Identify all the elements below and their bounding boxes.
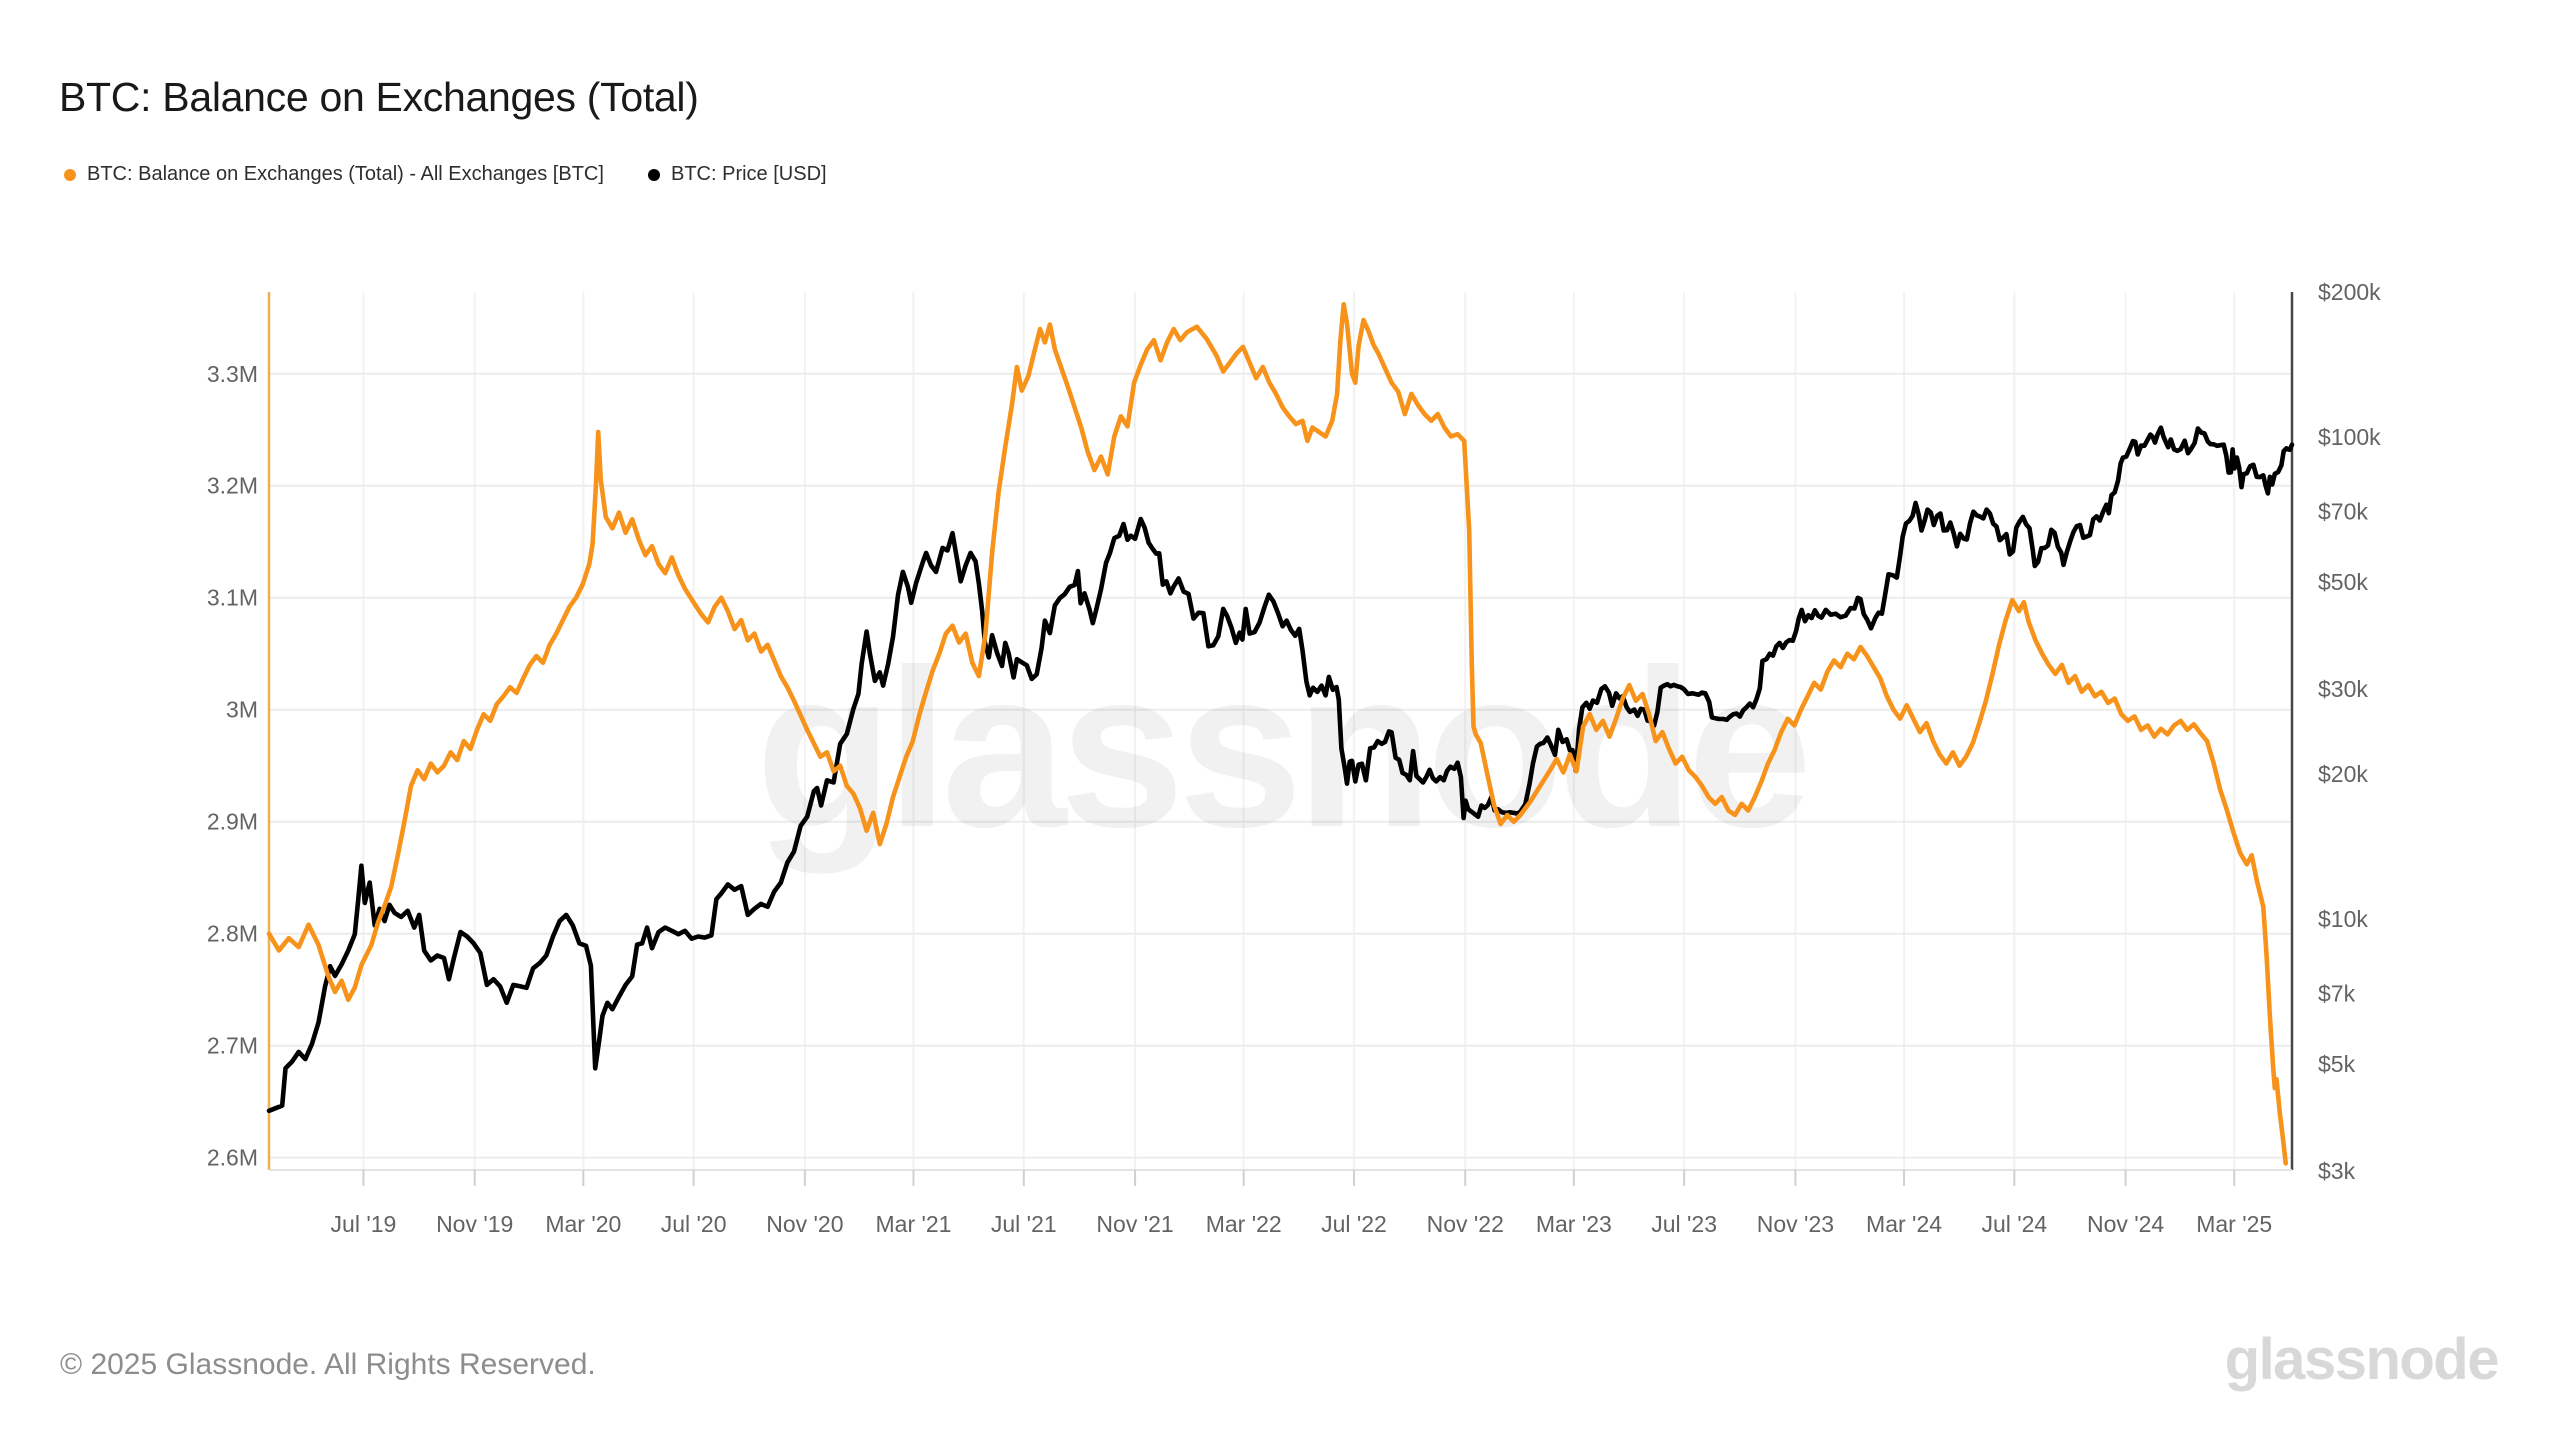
x-axis-label: Nov '20 — [766, 1211, 843, 1237]
balance-series-line[interactable] — [266, 302, 2288, 1166]
x-axis-label: Mar '23 — [1536, 1211, 1612, 1237]
x-axis-label: Jul '21 — [991, 1211, 1057, 1237]
legend-item-price[interactable]: BTC: Price [USD] — [648, 163, 827, 186]
x-axis-label: Jul '23 — [1651, 1211, 1717, 1237]
x-axis-label: Mar '21 — [876, 1211, 952, 1237]
x-axis-label: Nov '24 — [2087, 1211, 2164, 1237]
x-axis-label: Jul '22 — [1321, 1211, 1387, 1237]
y-axis-left-label: 3M — [226, 697, 258, 723]
y-axis-left-label: 2.9M — [207, 809, 258, 835]
glassnode-logo: glassnode — [2224, 1327, 2500, 1392]
y-axis-right-label: $10k — [2318, 906, 2368, 932]
copyright-text: © 2025 Glassnode. All Rights Reserved. — [60, 1348, 596, 1381]
page-title: BTC: Balance on Exchanges (Total) — [59, 74, 699, 121]
y-axis-left-label: 3.1M — [207, 585, 258, 611]
x-axis-label: Mar '25 — [2196, 1211, 2272, 1237]
y-axis-right-label: $70k — [2318, 499, 2368, 525]
y-axis-left-label: 2.6M — [207, 1145, 258, 1171]
x-axis-label: Jul '24 — [1981, 1211, 2047, 1237]
y-axis-right-label: $200k — [2318, 279, 2381, 305]
x-axis-label: Jul '19 — [331, 1211, 397, 1237]
x-axis-label: Jul '20 — [661, 1211, 727, 1237]
y-axis-right-label: $7k — [2318, 981, 2356, 1007]
y-axis-right-label: $50k — [2318, 569, 2368, 595]
y-axis-right-label: $3k — [2318, 1158, 2356, 1184]
price-series-line[interactable] — [266, 425, 2295, 1114]
y-axis-right-label: $100k — [2318, 424, 2381, 450]
x-axis-label: Mar '22 — [1206, 1211, 1282, 1237]
legend-label-balance: BTC: Balance on Exchanges (Total) - All … — [87, 163, 604, 185]
y-axis-left-label: 3.2M — [207, 473, 258, 499]
legend-label-price: BTC: Price [USD] — [671, 163, 827, 185]
y-axis-left-label: 3.3M — [207, 361, 258, 387]
y-axis-right-label: $20k — [2318, 761, 2368, 787]
x-axis-label: Mar '20 — [545, 1211, 621, 1237]
x-axis-label: Nov '22 — [1427, 1211, 1504, 1237]
balance-series-dot-icon — [64, 168, 76, 181]
legend-item-balance[interactable]: BTC: Balance on Exchanges (Total) - All … — [64, 163, 604, 186]
x-axis-label: Mar '24 — [1866, 1211, 1942, 1237]
x-axis-label: Nov '23 — [1757, 1211, 1834, 1237]
x-axis-label: Nov '19 — [436, 1211, 513, 1237]
y-axis-left-label: 2.8M — [207, 921, 258, 947]
glassnode-watermark: glassnode — [756, 622, 1806, 874]
y-axis-left-label: 2.7M — [207, 1033, 258, 1059]
y-axis-right-label: $5k — [2318, 1051, 2356, 1077]
x-axis-label: Nov '21 — [1096, 1211, 1173, 1237]
y-axis-right-label: $30k — [2318, 676, 2368, 702]
price-series-dot-icon — [648, 168, 660, 181]
